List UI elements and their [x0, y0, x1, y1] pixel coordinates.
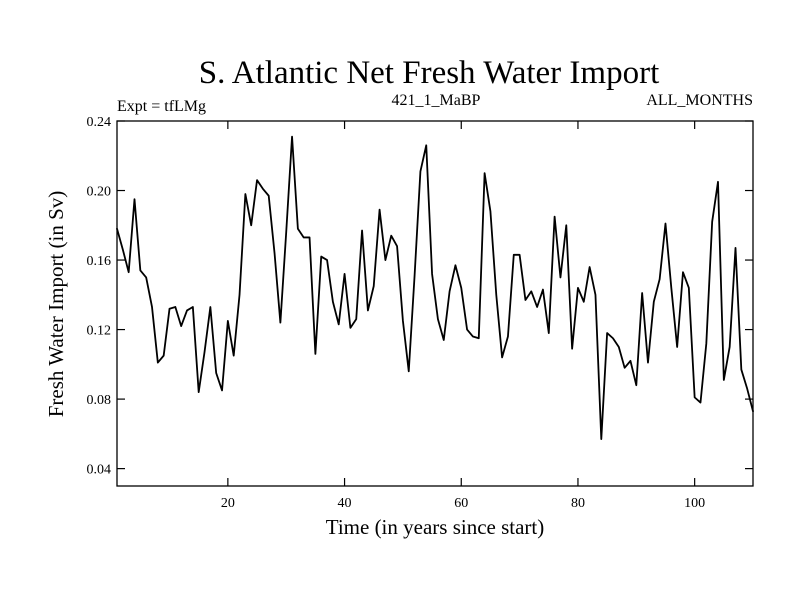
series-line [116, 135, 754, 440]
y-tick-label: 0.08 [87, 393, 112, 408]
chart-title: S. Atlantic Net Fresh Water Import [199, 55, 660, 91]
plot-area: 20 40 60 80 100 0.04 0.08 0.12 0.16 0.20 0.24 [87, 115, 754, 511]
y-axis-label: Fresh Water Import (in Sv) [44, 191, 68, 418]
plot-frame [116, 120, 754, 487]
y-tick-label: 0.16 [87, 254, 112, 269]
x-tick-label: 60 [454, 496, 468, 511]
chart-subtitle-center: 421_1_MaBP [392, 92, 481, 109]
y-tick-label: 0.24 [87, 115, 112, 130]
x-tick-label: 40 [338, 496, 352, 511]
x-axis-label: Time (in years since start) [326, 515, 545, 539]
y-tick-label: 0.12 [87, 324, 112, 339]
chart-subtitle-right: ALL_MONTHS [646, 92, 753, 109]
y-tick-label: 0.20 [87, 185, 112, 200]
chart-subtitle-left: Expt = tfLMg [117, 98, 206, 115]
x-tick-label: 100 [684, 496, 705, 511]
y-axis: 0.04 0.08 0.12 0.16 0.20 0.24 [87, 115, 753, 478]
y-tick-label: 0.04 [87, 463, 112, 478]
x-tick-label: 80 [571, 496, 585, 511]
x-axis: 20 40 60 80 100 [221, 121, 705, 511]
x-tick-label: 20 [221, 496, 235, 511]
